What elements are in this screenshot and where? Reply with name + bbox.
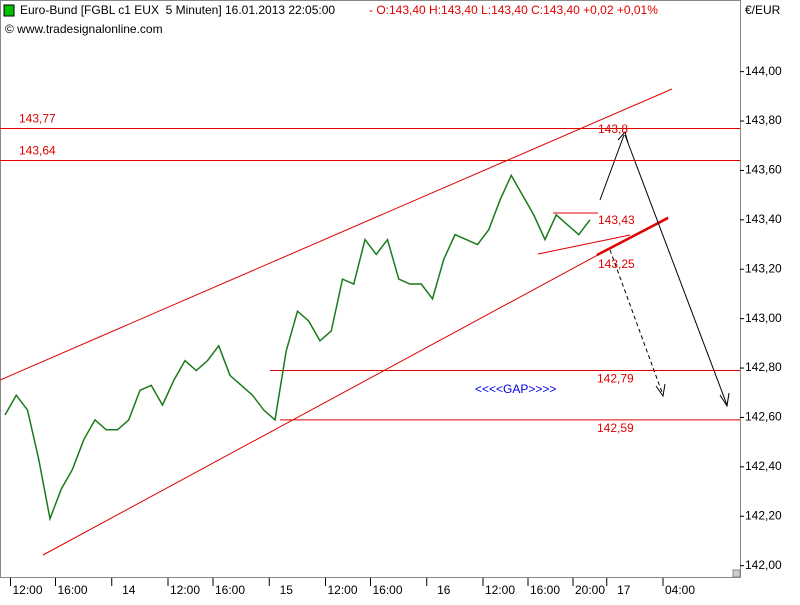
y-tick-label: 144,00: [745, 64, 782, 78]
y-axis-label: €/EUR: [745, 3, 781, 17]
x-tick-label: 16:00: [57, 583, 87, 597]
x-tick-label: 16: [437, 583, 451, 597]
plot-frame: [0, 0, 741, 578]
arrow-down: [624, 134, 728, 406]
x-tick-label: 12:00: [485, 583, 515, 597]
arrow-head: [719, 392, 730, 408]
y-tick-label: 143,40: [745, 212, 782, 226]
y-tick-label: 142,00: [745, 558, 782, 572]
x-tick-label: 14: [122, 583, 136, 597]
y-tick-label: 143,80: [745, 113, 782, 127]
price-line: [4, 173, 591, 522]
level-label: 143,64: [19, 144, 56, 158]
arrow-head: [655, 383, 666, 398]
x-tick-label: 12:00: [170, 583, 200, 597]
level-label: 142,79: [597, 372, 634, 386]
y-tick-label: 143,20: [745, 261, 782, 275]
x-tick-label: 16:00: [530, 583, 560, 597]
x-tick-label: 20:00: [575, 583, 605, 597]
chart-title: Euro-Bund [FGBL c1 EUX 5 Minuten] 16.01.…: [20, 3, 335, 17]
y-tick-label: 143,60: [745, 163, 782, 177]
title-icon: [3, 4, 15, 17]
level-label: 143,77: [19, 112, 56, 126]
y-tick-label: 142,80: [745, 360, 782, 374]
x-tick-label: 16:00: [215, 583, 245, 597]
annotation: 143,25: [598, 257, 635, 271]
source: © www.tradesignalonline.com: [5, 22, 163, 36]
trend-lines: [0, 88, 673, 556]
x-tick-label: 04:00: [665, 583, 695, 597]
annotation: 143,8: [598, 122, 628, 136]
x-tick-label: 12:00: [12, 583, 42, 597]
x-tick-label: 17: [617, 583, 631, 597]
annotation: 143,43: [598, 213, 635, 227]
x-tick-label: 16:00: [372, 583, 402, 597]
level-label: 142,59: [597, 421, 634, 435]
y-tick-label: 142,60: [745, 410, 782, 424]
x-tick-label: 15: [280, 583, 294, 597]
chart-subtitle: - O:143,40 H:143,40 L:143,40 C:143,40 +0…: [369, 3, 658, 17]
y-tick-label: 142,40: [745, 459, 782, 473]
arrow-up: [599, 134, 625, 201]
y-tick-label: 143,00: [745, 311, 782, 325]
triangle-lower: [537, 234, 631, 255]
upper-channel: [0, 88, 673, 381]
lower-channel: [42, 216, 669, 556]
breakout-line: [596, 216, 669, 257]
y-tick-label: 142,20: [745, 508, 782, 522]
annotation: <<<<GAP>>>>: [475, 382, 556, 396]
x-tick-label: 12:00: [327, 583, 357, 597]
y-axis-arrow: [732, 569, 741, 578]
